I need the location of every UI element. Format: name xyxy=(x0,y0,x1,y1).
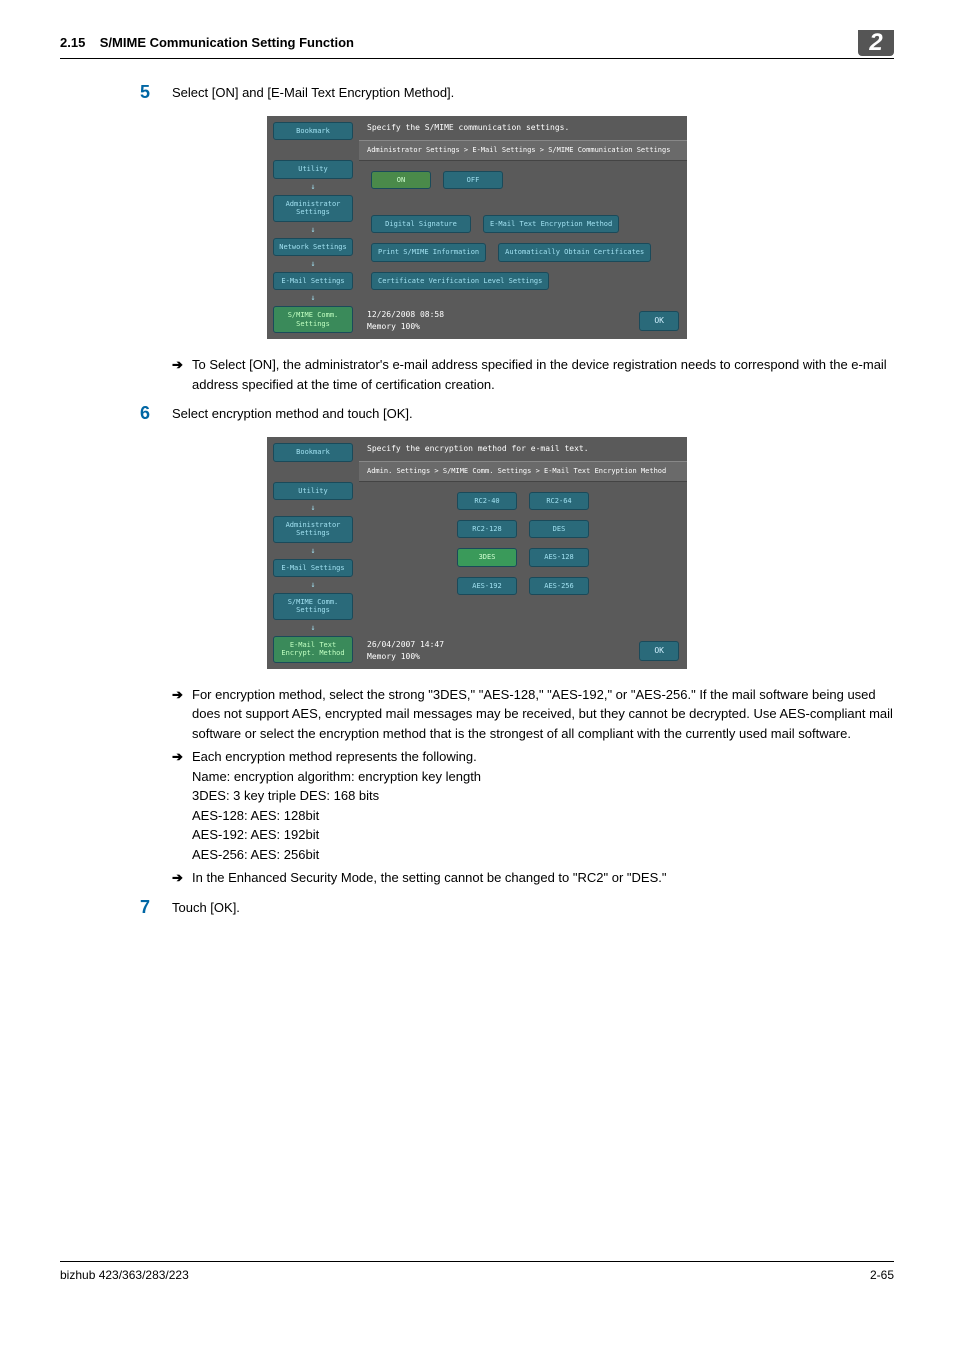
step-text: Touch [OK]. xyxy=(172,894,240,921)
footer-left: bizhub 423/363/283/223 xyxy=(60,1266,189,1284)
note-text: For encryption method, select the strong… xyxy=(192,685,894,744)
3des-button[interactable]: 3DES xyxy=(457,548,517,566)
step-6: 6 Select encryption method and touch [OK… xyxy=(60,400,894,427)
screenshot-encryption-method: Bookmark Utility ↓ Administrator Setting… xyxy=(267,437,687,669)
panel-title: Specify the encryption method for e-mail… xyxy=(359,437,687,461)
chapter-badge: 2 xyxy=(858,30,894,56)
section-number: 2.15 xyxy=(60,35,85,50)
note-text: To Select [ON], the administrator's e-ma… xyxy=(192,355,894,394)
on-button[interactable]: ON xyxy=(371,171,431,189)
step-number: 7 xyxy=(140,894,172,921)
note: ➔ For encryption method, select the stro… xyxy=(60,685,894,744)
arrow-icon: ➔ xyxy=(172,355,192,394)
arrow-icon: ↓ xyxy=(273,581,353,589)
cert-verify-button[interactable]: Certificate Verification Level Settings xyxy=(371,272,549,290)
panel-title: Specify the S/MIME communication setting… xyxy=(359,116,687,140)
section-title: S/MIME Communication Setting Function xyxy=(100,35,354,50)
sidebar-bookmark[interactable]: Bookmark xyxy=(273,443,353,461)
sidebar-admin[interactable]: Administrator Settings xyxy=(273,195,353,222)
footer-right: 2-65 xyxy=(870,1266,894,1284)
note-text: Each encryption method represents the fo… xyxy=(192,747,894,864)
note: ➔ To Select [ON], the administrator's e-… xyxy=(60,355,894,394)
ok-button[interactable]: OK xyxy=(639,641,679,661)
arrow-icon: ↓ xyxy=(273,294,353,302)
des-button[interactable]: DES xyxy=(529,520,589,538)
page-header: 2.15 S/MIME Communication Setting Functi… xyxy=(60,30,894,59)
note: ➔ Each encryption method represents the … xyxy=(60,747,894,864)
ok-button[interactable]: OK xyxy=(639,311,679,331)
header-title: 2.15 S/MIME Communication Setting Functi… xyxy=(60,33,858,53)
arrow-icon: ↓ xyxy=(273,504,353,512)
off-button[interactable]: OFF xyxy=(443,171,503,189)
step-text: Select encryption method and touch [OK]. xyxy=(172,400,413,427)
screenshot-smime-settings: Bookmark Utility ↓ Administrator Setting… xyxy=(267,116,687,339)
step-5: 5 Select [ON] and [E-Mail Text Encryptio… xyxy=(60,79,894,106)
step-7: 7 Touch [OK]. xyxy=(60,894,894,921)
breadcrumb: Admin. Settings > S/MIME Comm. Settings … xyxy=(359,461,687,482)
arrow-icon: ↓ xyxy=(273,624,353,632)
step-number: 5 xyxy=(140,79,172,106)
sidebar: Bookmark Utility ↓ Administrator Setting… xyxy=(267,116,359,339)
sidebar-email[interactable]: E-Mail Settings xyxy=(273,272,353,290)
encryption-method-button[interactable]: E-Mail Text Encryption Method xyxy=(483,215,619,233)
breadcrumb: Administrator Settings > E-Mail Settings… xyxy=(359,140,687,161)
status-text: 26/04/2007 14:47 Memory 100% xyxy=(367,639,444,663)
step-number: 6 xyxy=(140,400,172,427)
sidebar-utility[interactable]: Utility xyxy=(273,482,353,500)
aes-128-button[interactable]: AES-128 xyxy=(529,548,589,566)
status-text: 12/26/2008 08:58 Memory 100% xyxy=(367,309,444,333)
arrow-icon: ➔ xyxy=(172,747,192,864)
arrow-icon: ↓ xyxy=(273,547,353,555)
sidebar-smime[interactable]: S/MIME Comm. Settings xyxy=(273,306,353,333)
arrow-icon: ↓ xyxy=(273,183,353,191)
arrow-icon: ↓ xyxy=(273,226,353,234)
digital-signature-button[interactable]: Digital Signature xyxy=(371,215,471,233)
sidebar-bookmark[interactable]: Bookmark xyxy=(273,122,353,140)
sidebar-smime[interactable]: S/MIME Comm. Settings xyxy=(273,593,353,620)
page-footer: bizhub 423/363/283/223 2-65 xyxy=(60,1261,894,1284)
rc2-128-button[interactable]: RC2-128 xyxy=(457,520,517,538)
step-text: Select [ON] and [E-Mail Text Encryption … xyxy=(172,79,454,106)
sidebar-network[interactable]: Network Settings xyxy=(273,238,353,256)
arrow-icon: ➔ xyxy=(172,685,192,744)
rc2-64-button[interactable]: RC2-64 xyxy=(529,492,589,510)
aes-192-button[interactable]: AES-192 xyxy=(457,577,517,595)
sidebar: Bookmark Utility ↓ Administrator Setting… xyxy=(267,437,359,669)
sidebar-admin[interactable]: Administrator Settings xyxy=(273,516,353,543)
sidebar-encrypt-method[interactable]: E-Mail Text Encrypt. Method xyxy=(273,636,353,663)
print-smime-button[interactable]: Print S/MIME Information xyxy=(371,243,486,261)
note: ➔ In the Enhanced Security Mode, the set… xyxy=(60,868,894,888)
arrow-icon: ➔ xyxy=(172,868,192,888)
rc2-40-button[interactable]: RC2-40 xyxy=(457,492,517,510)
arrow-icon: ↓ xyxy=(273,260,353,268)
aes-256-button[interactable]: AES-256 xyxy=(529,577,589,595)
obtain-cert-button[interactable]: Automatically Obtain Certificates xyxy=(498,243,651,261)
sidebar-email[interactable]: E-Mail Settings xyxy=(273,559,353,577)
note-text: In the Enhanced Security Mode, the setti… xyxy=(192,868,894,888)
sidebar-utility[interactable]: Utility xyxy=(273,160,353,178)
